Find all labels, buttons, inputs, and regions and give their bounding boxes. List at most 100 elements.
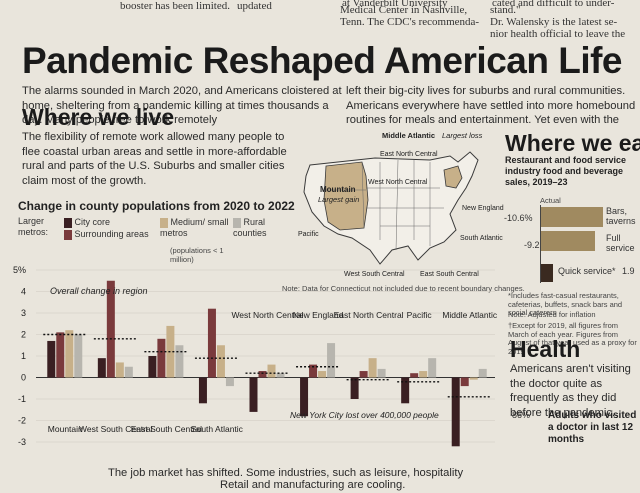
bar [106,280,115,378]
bar [97,358,106,378]
legend-swatch-medium [160,217,168,228]
bar [410,373,419,378]
bar [216,345,225,378]
bar [428,358,437,378]
y-tick-label: 0 [21,373,26,383]
legend-city-core: City core [64,217,110,228]
legend-swatch-surrounding [64,229,72,240]
prev-text-9: updated [237,0,272,12]
category-label: East South Central [131,424,202,434]
nyc-annotation: New York City lost over 400,000 people [290,410,439,420]
eat-label-bars: Bars, taverns [606,206,636,226]
bar [267,364,276,378]
bar [300,377,309,417]
bar [148,356,157,378]
prev-text-2: at Vanderbilt University [342,0,448,9]
eat-axis-label: Actual [540,196,561,205]
category-label: West South Central [79,424,153,434]
bar [419,371,428,378]
page-headline: Pandemic Reshaped American Life [22,40,623,81]
prev-text-1: booster has been limited. [120,0,230,12]
map-label-middle-atlantic: Middle Atlantic [382,131,435,140]
bar [65,330,74,378]
bar [318,371,327,378]
prev-text-8: nior health official to leave the [490,28,626,40]
legend-rural: Rural counties [233,217,281,239]
where-we-live-title: Where we live [22,104,175,130]
health-stat: 86% [512,410,531,420]
legend-medium-label: Medium/ small metros [160,217,229,238]
bar [327,343,336,378]
intro-right: left their big-city lives for suburbs an… [346,85,636,126]
eat-value-full: -9.2 [524,240,540,250]
bottom-text: The job market has shifted. Some industr… [108,467,464,479]
bar [469,377,478,380]
us-regions-map: Middle Atlantic Largest loss East North … [298,131,504,278]
bar [401,377,410,404]
category-label: South Atlantic [191,424,244,434]
state-lines [324,159,444,251]
prev-text-4: Tenn. The CDC's recommenda- [340,16,480,28]
bar [451,377,460,447]
legend-surrounding-label: Surrounding areas [74,229,149,239]
bar [56,332,65,378]
legend-medium: Medium/ small metros [160,217,232,239]
previous-article-strip: booster has been limited. updated at Van… [0,0,640,16]
chart-title: Change in county populations from 2020 t… [18,199,295,213]
map-label-pacific: Pacific [298,231,319,238]
y-tick-label: 3 [21,308,26,318]
map-label-largest-loss: Largest loss [442,131,483,140]
where-we-eat-title: Where we eat [505,130,640,156]
middle-atlantic-region [443,165,463,189]
overall-change-label: Overall change in region [50,286,148,296]
y-tick-label: 5% [13,265,26,275]
bottom-text-2: Retail and manufacturing are cooling. [220,479,406,491]
eat-bar-bars [541,207,603,227]
health-body: Americans aren't visiting the doctor qui… [510,363,631,419]
bar [124,366,133,378]
eat-value-quick: 1.9 [622,266,635,276]
bar [198,377,207,404]
legend-rural-label: Rural counties [233,217,267,238]
eat-label-quick: Quick service* [558,266,616,276]
bar [225,377,234,387]
map-label-new-england: New England [462,205,504,212]
map-label-east-south-central: East South Central [420,271,479,278]
bar [157,338,166,378]
prev-text-3: Medical Center in Nashville, [340,4,468,16]
legend-city-core-label: City core [74,217,111,227]
eat-label-full: Full service [606,233,635,253]
bar [309,364,318,378]
category-label: Mountain [48,424,83,434]
legend-larger-metros: Larger metros: [18,216,49,237]
health-title: Health [510,336,581,362]
y-tick-label: 2 [21,330,26,340]
eat-footnote-1: *Includes fast-casual restaurants, cafet… [508,291,623,317]
legend-swatch-rural [233,217,241,228]
eat-footnote-3: †Except for 2019, all figures from March… [508,321,637,356]
bar [359,371,368,378]
health-adults-text: Adults who visited a doctor in last 12 m… [548,410,637,445]
prev-text-5: cated and difficult to under- [492,0,615,9]
y-tick-label: 1 [21,351,26,361]
where-we-eat-subtitle: Restaurant and food service industry foo… [505,155,627,187]
map-label-west-south-central: West South Central [344,271,405,278]
y-tick-label: -1 [18,394,26,404]
category-label: New England [293,310,344,320]
bar [258,371,267,378]
legend-surrounding: Surrounding areas [64,229,149,240]
prev-text-6: stand." [490,4,521,16]
legend-medium-note: (populations < 1 million) [170,246,224,264]
bar [74,334,83,378]
prev-text-7: Dr. Walensky is the latest se- [490,16,618,28]
y-tick-label: 4 [21,287,26,297]
bar [207,308,216,378]
eat-footnote-2: Note: Adjusted for inflation [508,310,596,319]
category-label: Pacific [407,310,433,320]
y-tick-label: -3 [18,437,26,447]
eat-bar-quick [541,264,553,282]
bar [276,373,285,378]
bar [478,368,487,378]
category-label: East North Central [334,310,404,320]
bar [47,340,56,378]
